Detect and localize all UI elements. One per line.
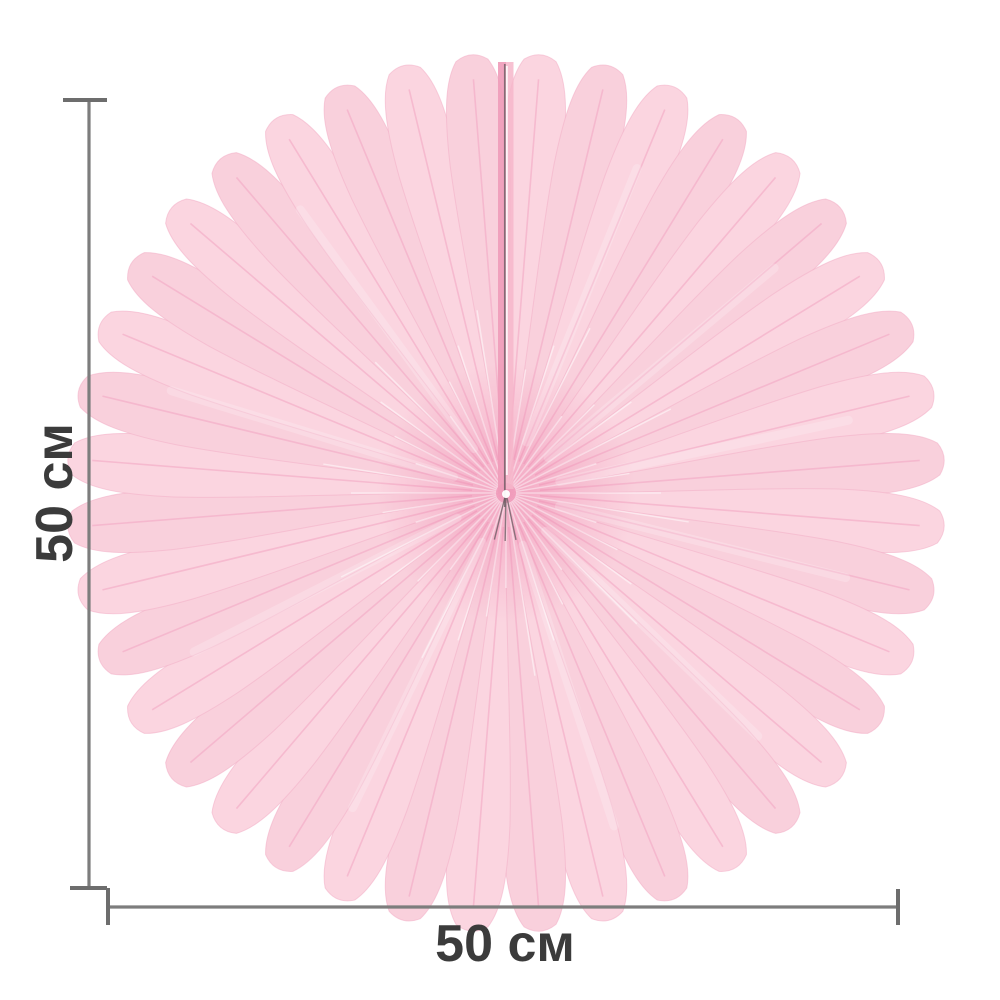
fan-slit-stripe [498,62,506,493]
fan-center-dot [502,490,510,498]
paper-fan [67,54,945,932]
width-dimension-label: 50 см [435,915,575,973]
dimension-annotations [63,98,900,925]
height-dimension-label: 50 см [26,423,84,563]
